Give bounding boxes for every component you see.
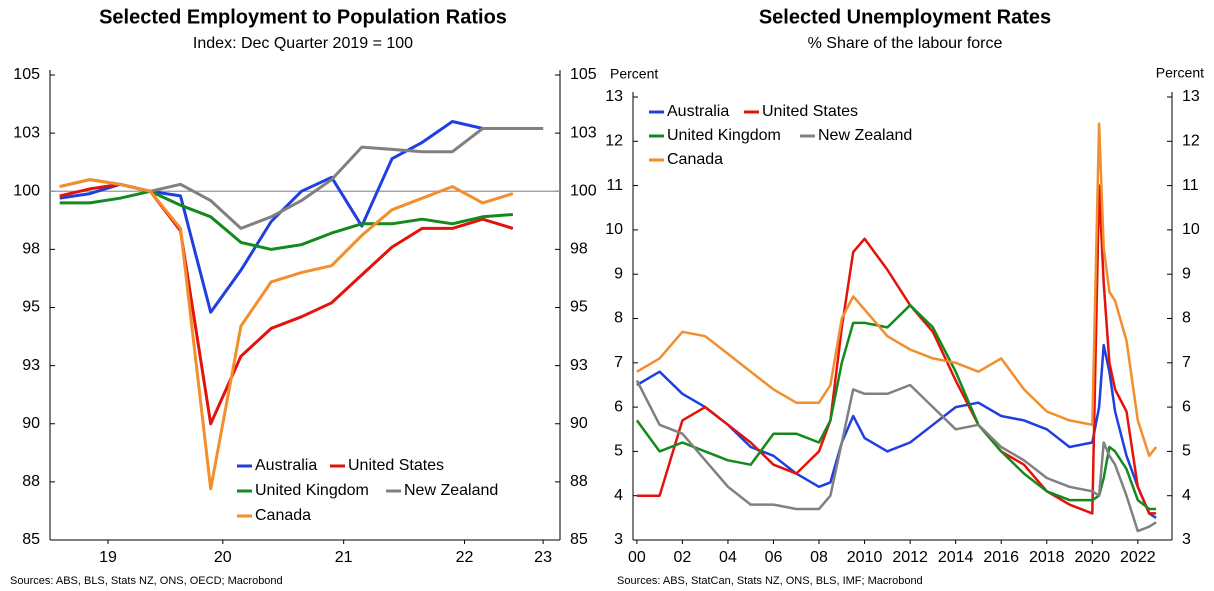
y2-tick-label: 7 bbox=[1182, 354, 1191, 371]
legend-label: Canada bbox=[667, 151, 723, 168]
y2-tick-label: 9 bbox=[1182, 265, 1191, 282]
x-tick-label: 02 bbox=[674, 549, 692, 566]
y-tick-label: 10 bbox=[605, 221, 623, 238]
x-tick-label: 19 bbox=[99, 549, 117, 566]
y2-tick-label: 85 bbox=[570, 531, 588, 548]
y2-tick-label: 90 bbox=[570, 415, 588, 432]
series-line bbox=[636, 122, 1158, 458]
x-tick-label: 2016 bbox=[983, 549, 1019, 566]
legend-label: New Zealand bbox=[818, 127, 912, 144]
y-tick-label: 93 bbox=[22, 357, 40, 374]
y2-tick-label: 13 bbox=[1182, 88, 1200, 105]
series-line bbox=[59, 189, 514, 251]
y2-tick-label: 100 bbox=[570, 182, 597, 199]
x-tick-label: 2010 bbox=[847, 549, 883, 566]
y-tick-label: 3 bbox=[614, 531, 623, 548]
x-tick-label: 04 bbox=[719, 549, 737, 566]
series-line bbox=[59, 178, 514, 491]
y-tick-label: 95 bbox=[22, 299, 40, 316]
x-tick-label: 22 bbox=[456, 549, 474, 566]
legend-label: United Kingdom bbox=[667, 127, 781, 144]
y-tick-label: 88 bbox=[22, 473, 40, 490]
x-tick-label: 2012 bbox=[892, 549, 928, 566]
x-tick-label: 00 bbox=[628, 549, 646, 566]
x-tick-label: 2018 bbox=[1029, 549, 1065, 566]
y-tick-label: 4 bbox=[614, 487, 623, 504]
y2-tick-label: 103 bbox=[570, 124, 597, 141]
series-line bbox=[635, 303, 1157, 511]
y2-tick-label: 5 bbox=[1182, 443, 1191, 460]
y2-tick-label: 10 bbox=[1182, 221, 1200, 238]
y2-tick-label: 4 bbox=[1182, 487, 1191, 504]
series-line bbox=[59, 182, 514, 426]
y-tick-label: 12 bbox=[605, 133, 623, 150]
y-tick-label: 11 bbox=[606, 177, 623, 194]
y2-tick-label: 105 bbox=[570, 66, 597, 83]
series-line bbox=[59, 127, 544, 230]
y-tick-label: 103 bbox=[13, 124, 40, 141]
y2-tick-label: 12 bbox=[1182, 133, 1200, 150]
x-tick-label: 2020 bbox=[1075, 549, 1111, 566]
y-tick-label: 8 bbox=[614, 310, 623, 327]
y2-tick-label: 95 bbox=[570, 299, 588, 316]
y-tick-label: 5 bbox=[614, 443, 623, 460]
y2-tick-label: 98 bbox=[570, 241, 588, 258]
series-line bbox=[636, 343, 1157, 519]
y2-axis-label: Percent bbox=[1156, 65, 1204, 81]
legend-label: United States bbox=[762, 103, 858, 120]
legend-label: United States bbox=[348, 457, 444, 474]
chart-title: Selected Employment to Population Ratios bbox=[99, 6, 507, 28]
legend-label: Australia bbox=[667, 103, 729, 120]
x-tick-label: 2014 bbox=[938, 549, 974, 566]
series-line bbox=[635, 379, 1157, 533]
x-tick-label: 2022 bbox=[1120, 549, 1156, 566]
y-tick-label: 7 bbox=[614, 354, 623, 371]
y-tick-label: 100 bbox=[13, 182, 40, 199]
y2-tick-label: 88 bbox=[570, 473, 588, 490]
y-tick-label: 105 bbox=[13, 66, 40, 83]
y-tick-label: 98 bbox=[22, 241, 40, 258]
x-tick-label: 23 bbox=[534, 549, 552, 566]
legend-label: Canada bbox=[255, 507, 311, 524]
y-tick-label: 9 bbox=[614, 265, 623, 282]
legend-label: New Zealand bbox=[404, 482, 498, 499]
x-tick-label: 08 bbox=[810, 549, 828, 566]
legend-label: United Kingdom bbox=[255, 482, 369, 499]
y2-tick-label: 11 bbox=[1182, 177, 1199, 194]
y-tick-label: 90 bbox=[22, 415, 40, 432]
y2-tick-label: 8 bbox=[1182, 310, 1191, 327]
chart-title: Selected Unemployment Rates bbox=[759, 6, 1051, 28]
source-note: Sources: ABS, StatCan, Stats NZ, ONS, BL… bbox=[617, 575, 923, 587]
x-tick-label: 21 bbox=[335, 549, 353, 566]
x-tick-label: 20 bbox=[214, 549, 232, 566]
y2-tick-label: 93 bbox=[570, 357, 588, 374]
y-tick-label: 85 bbox=[22, 531, 40, 548]
y2-tick-label: 6 bbox=[1182, 398, 1191, 415]
y-axis-label: Percent bbox=[610, 66, 658, 82]
chart-subtitle: % Share of the labour force bbox=[808, 35, 1003, 52]
legend-label: Australia bbox=[255, 457, 317, 474]
series-line bbox=[636, 184, 1157, 515]
y-tick-label: 13 bbox=[605, 88, 623, 105]
series-line bbox=[59, 120, 544, 314]
chart-subtitle: Index: Dec Quarter 2019 = 100 bbox=[193, 35, 413, 52]
x-tick-label: 06 bbox=[765, 549, 783, 566]
y2-tick-label: 3 bbox=[1182, 531, 1191, 548]
y-tick-label: 6 bbox=[614, 398, 623, 415]
source-note: Sources: ABS, BLS, Stats NZ, ONS, OECD; … bbox=[10, 575, 283, 587]
